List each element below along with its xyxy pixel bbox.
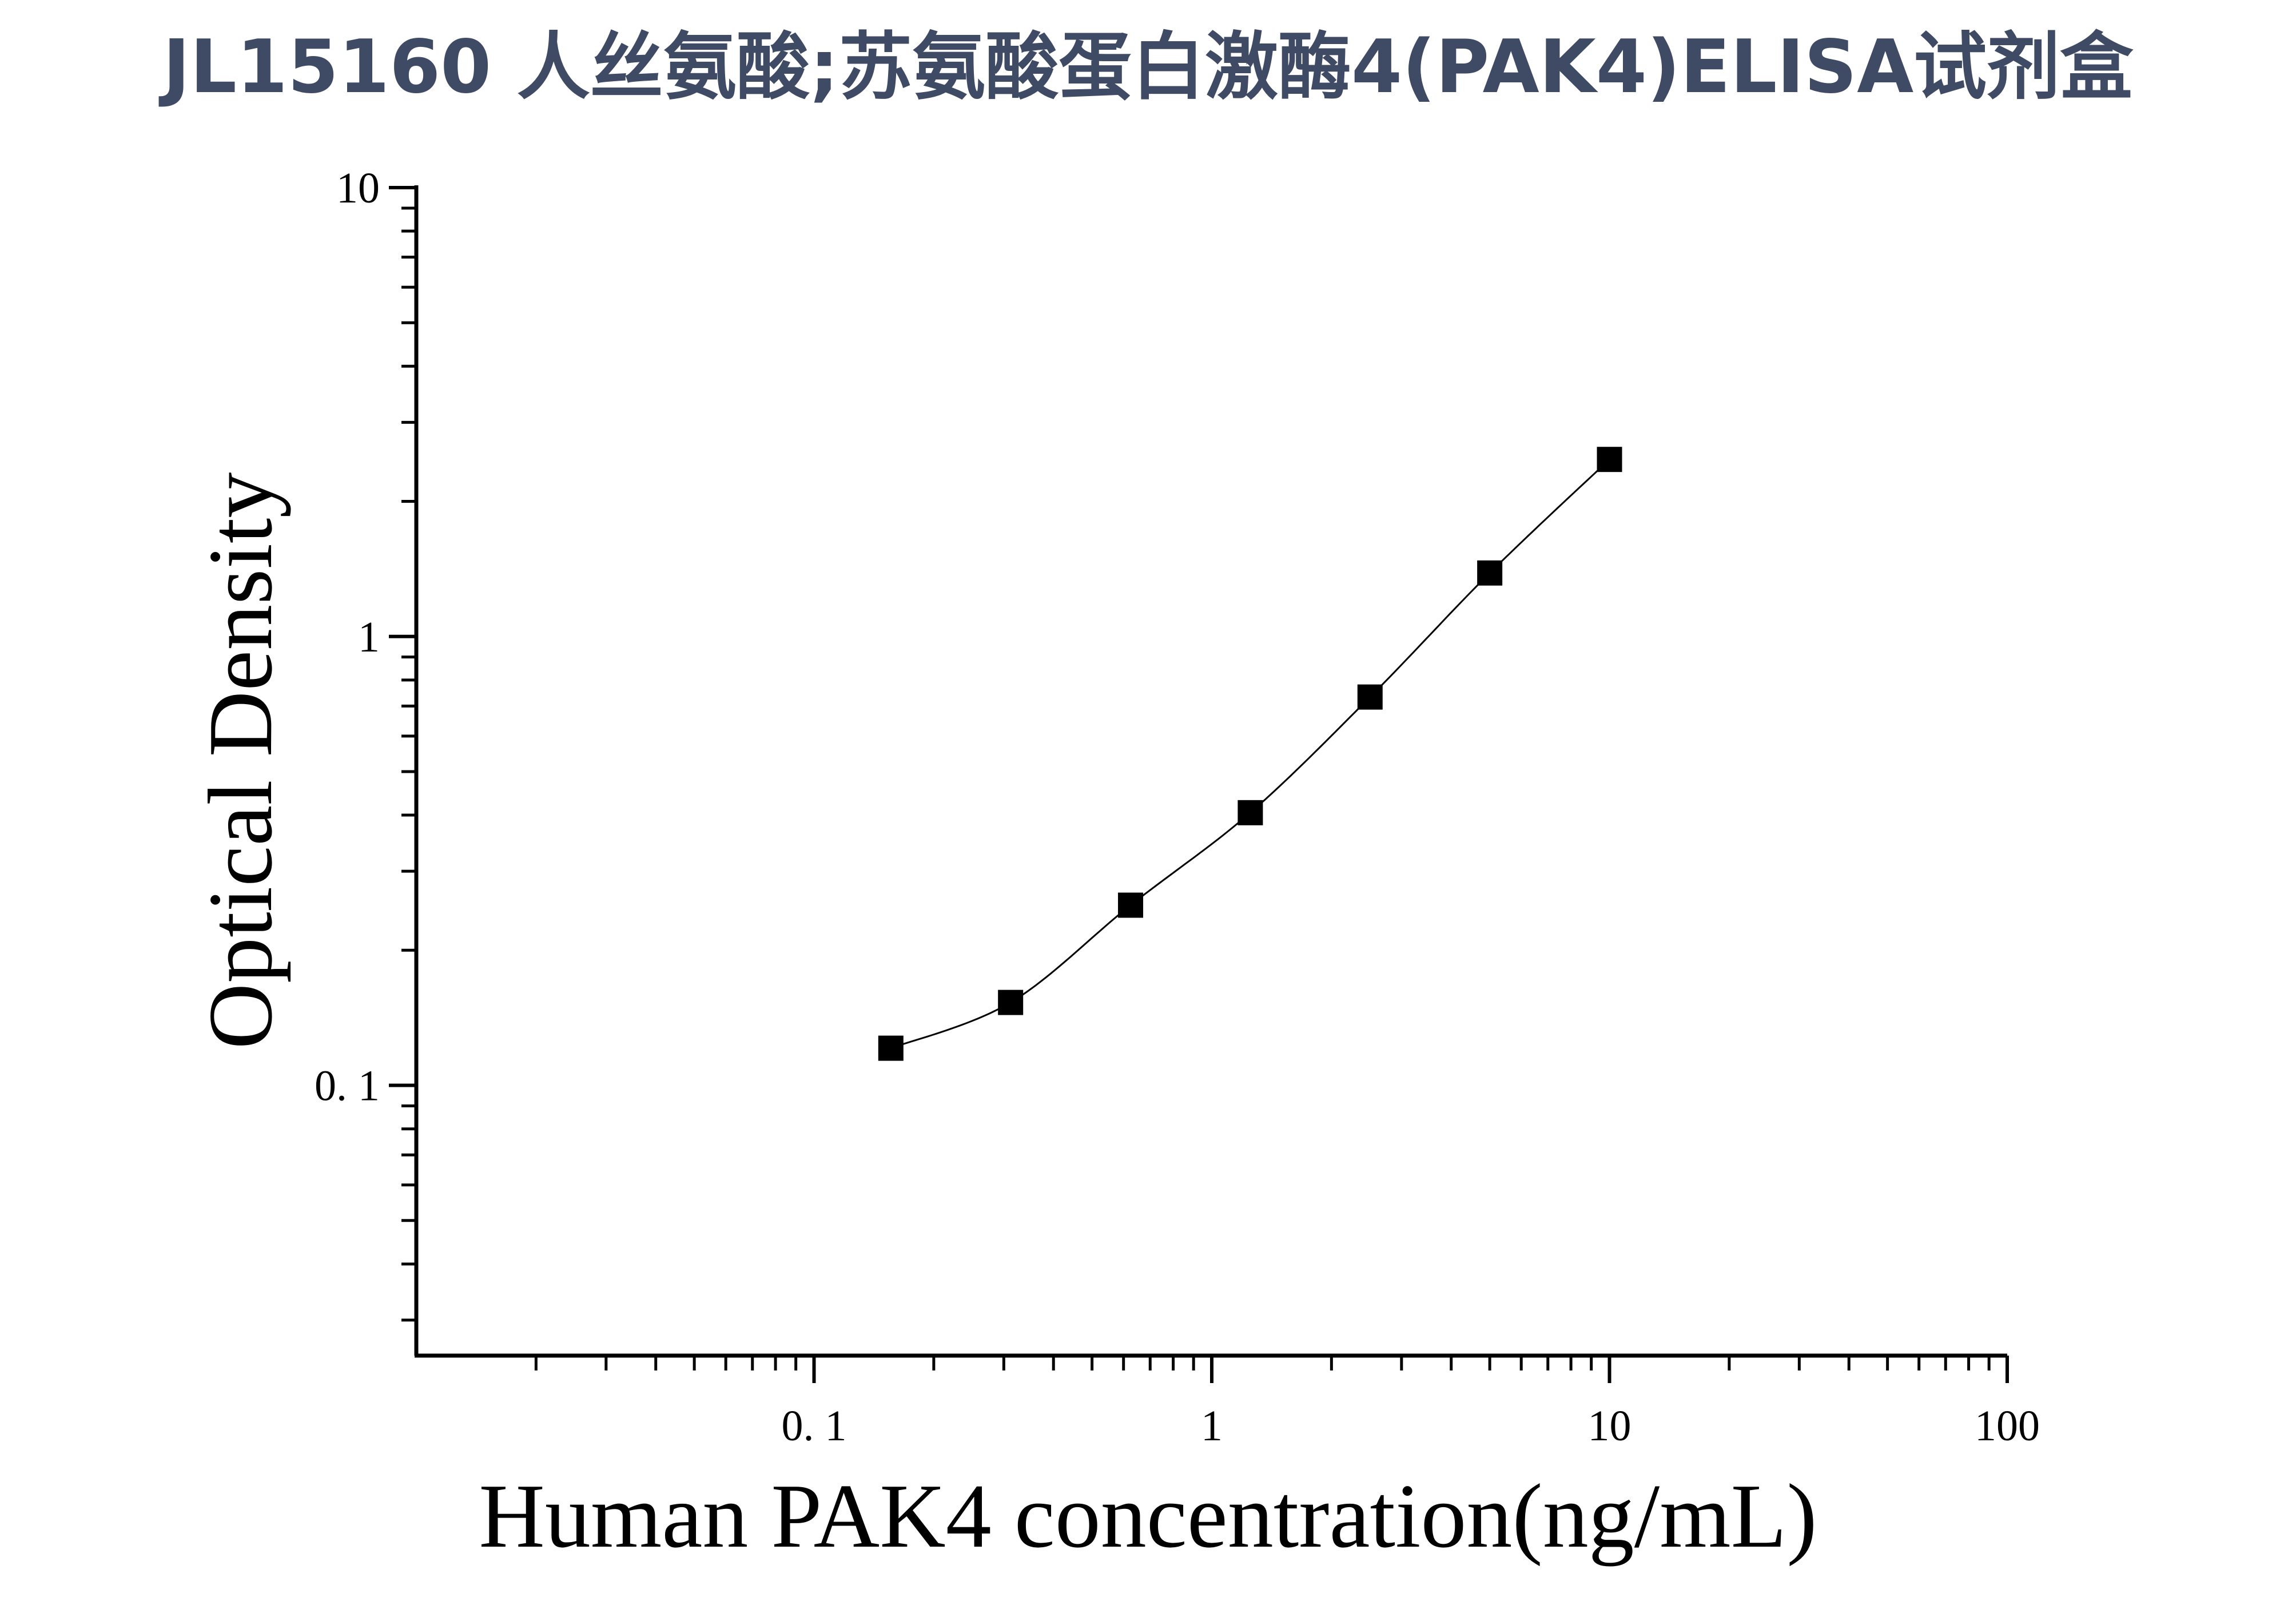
data-point (1597, 447, 1622, 472)
x-tick-label: 1 (1201, 1402, 1223, 1450)
x-tick-label: 10 (1588, 1402, 1632, 1450)
x-axis-label: Human PAK4 concentration(ng/mL) (479, 1465, 1817, 1567)
y-tick-label: 0. 1 (315, 1062, 380, 1110)
data-point (1357, 684, 1383, 710)
x-tick-label: 100 (1975, 1402, 2040, 1450)
x-tick-label: 0. 1 (782, 1402, 847, 1450)
fit-curve (890, 459, 1610, 1050)
data-point (878, 1035, 904, 1061)
y-axis-label: Optical Density (189, 472, 291, 1050)
data-point (1118, 892, 1144, 918)
data-point (1477, 560, 1503, 586)
chart-title: JL15160 人丝氨酸;苏氨酸蛋白激酶4(PAK4)ELISA试剂盒 (162, 25, 2134, 110)
data-point (1237, 800, 1263, 825)
y-tick-label: 1 (358, 613, 380, 661)
data-point (998, 990, 1024, 1015)
y-tick-label: 10 (336, 164, 380, 212)
